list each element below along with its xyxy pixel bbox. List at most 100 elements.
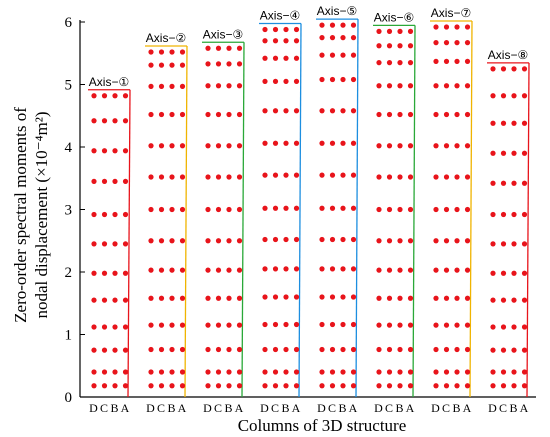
data-point <box>293 78 300 84</box>
data-point <box>169 83 175 89</box>
data-point <box>319 321 325 328</box>
data-point <box>215 111 222 118</box>
data-point <box>376 295 382 301</box>
data-point <box>454 369 460 375</box>
data-point <box>350 108 357 114</box>
data-point <box>283 108 289 114</box>
axis-group: Axis−⑧ <box>487 48 530 398</box>
data-point <box>179 49 186 55</box>
data-point <box>433 24 439 30</box>
data-point <box>179 83 186 89</box>
data-point <box>350 35 357 41</box>
y-tick-label: 0 <box>65 390 73 406</box>
data-point <box>500 211 507 218</box>
data-point <box>454 383 460 389</box>
data-point <box>443 58 450 64</box>
data-point <box>340 205 346 211</box>
data-point <box>169 346 175 353</box>
data-point <box>215 238 222 244</box>
data-point <box>511 180 517 186</box>
data-point <box>376 238 382 244</box>
data-point <box>319 205 325 211</box>
data-point <box>329 172 336 178</box>
data-point <box>148 369 154 375</box>
data-point <box>386 369 393 375</box>
group-label: Axis−⑧ <box>488 48 528 62</box>
data-point <box>319 369 325 375</box>
data-point <box>464 143 471 149</box>
data-point <box>500 120 507 126</box>
x-category-label: C <box>100 401 109 415</box>
y-tick-label: 4 <box>65 140 73 156</box>
data-point <box>329 346 336 353</box>
x-category-label: D <box>431 401 441 415</box>
data-point <box>112 241 118 247</box>
data-point <box>236 322 243 328</box>
data-point <box>293 236 300 243</box>
data-point <box>179 346 186 353</box>
data-point <box>215 383 222 389</box>
data-point <box>376 28 382 34</box>
data-point <box>122 324 129 330</box>
data-point <box>205 267 211 273</box>
data-point <box>226 111 232 118</box>
data-point <box>179 322 186 328</box>
data-point <box>272 38 279 44</box>
data-point <box>521 241 528 247</box>
data-point <box>454 143 460 149</box>
x-category-label: B <box>452 401 461 415</box>
data-point <box>262 38 268 44</box>
axis-group: Axis−③ <box>202 27 245 398</box>
data-point <box>283 78 289 84</box>
data-point <box>169 49 175 55</box>
data-point <box>112 324 118 330</box>
data-point <box>293 172 300 178</box>
data-point <box>148 83 154 89</box>
x-category-label: D <box>89 401 99 415</box>
data-point <box>319 22 325 28</box>
data-point <box>340 172 346 178</box>
x-category-label: C <box>214 401 223 415</box>
data-point <box>407 267 414 273</box>
y-tick-label: 1 <box>65 328 73 344</box>
data-point <box>490 241 496 247</box>
data-point <box>500 270 507 276</box>
data-point <box>521 66 528 72</box>
data-point <box>179 383 186 389</box>
data-point <box>91 93 97 99</box>
data-point <box>283 38 289 44</box>
axis-group: Axis−⑥ <box>373 10 416 398</box>
axis-group: Axis−② <box>145 31 188 398</box>
data-point <box>397 206 403 213</box>
data-point <box>158 322 165 328</box>
data-point <box>350 172 357 178</box>
data-point <box>272 55 279 61</box>
data-point <box>464 383 471 389</box>
data-point <box>236 206 243 213</box>
data-point <box>329 294 336 300</box>
data-point <box>205 61 211 67</box>
data-point <box>272 140 279 146</box>
data-point <box>521 383 528 389</box>
data-point <box>464 267 471 273</box>
group-label: Axis−⑦ <box>431 6 471 20</box>
data-point <box>350 383 357 389</box>
data-point <box>397 174 403 180</box>
y-tick-label: 3 <box>65 203 73 219</box>
data-point <box>293 38 300 44</box>
data-point <box>205 83 211 89</box>
data-point <box>521 120 528 126</box>
data-point <box>433 83 439 89</box>
data-point <box>376 346 382 353</box>
data-point <box>262 78 268 84</box>
data-point <box>490 150 496 156</box>
data-point <box>205 45 211 51</box>
data-point <box>122 148 129 154</box>
data-point <box>293 55 300 61</box>
data-point <box>283 266 289 272</box>
data-point <box>500 347 507 353</box>
data-point <box>293 26 300 33</box>
data-point <box>397 143 403 149</box>
data-point <box>215 174 222 180</box>
data-point <box>464 346 471 353</box>
